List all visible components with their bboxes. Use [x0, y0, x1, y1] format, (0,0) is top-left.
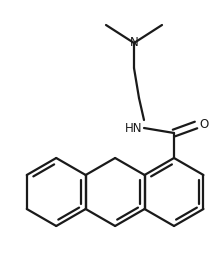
Text: N: N: [130, 37, 138, 49]
Text: O: O: [199, 119, 208, 132]
Text: HN: HN: [124, 121, 142, 135]
